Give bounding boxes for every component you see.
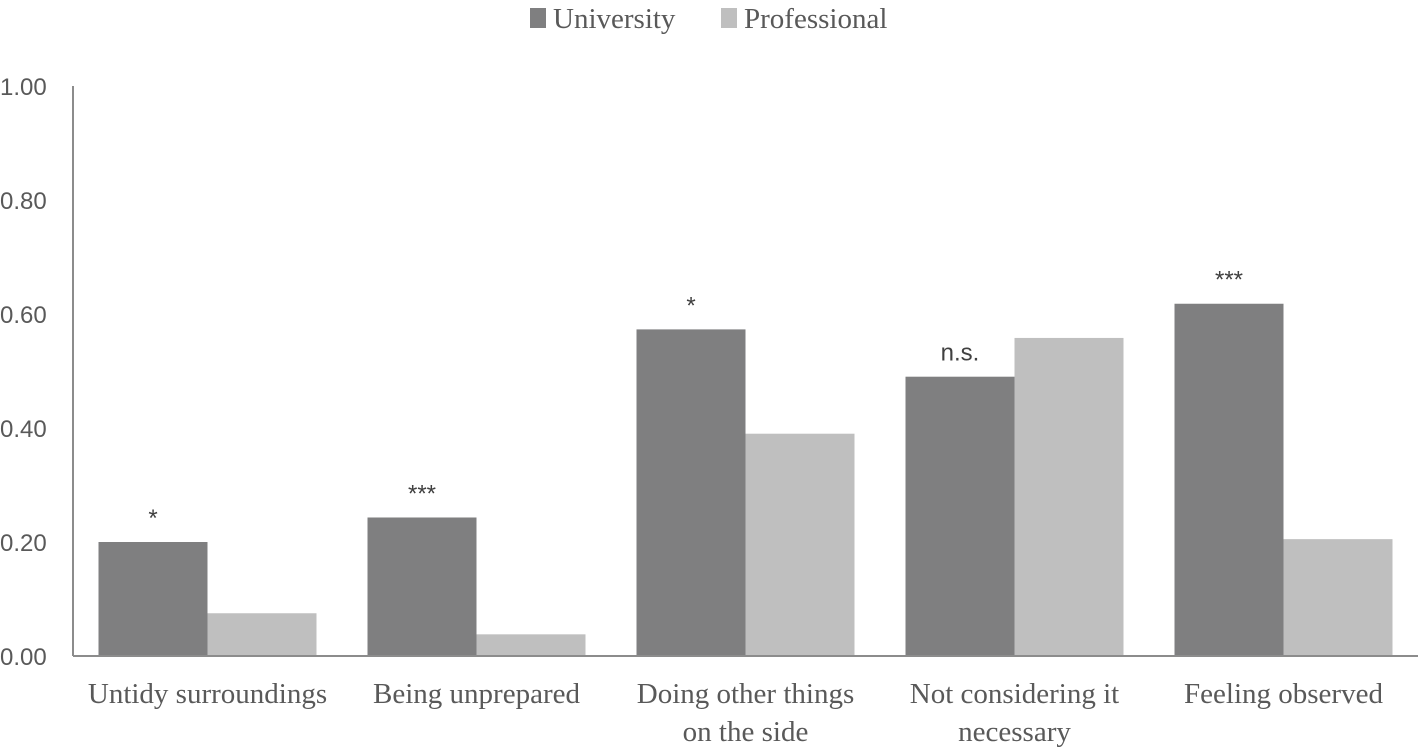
- x-category-label-1: Untidy surroundings: [88, 678, 327, 710]
- significance-label-3: *: [686, 292, 695, 319]
- x-category-label-4: necessary: [958, 716, 1071, 748]
- legend-label-2: Professional: [744, 3, 887, 35]
- significance-label-2: ***: [408, 480, 436, 507]
- x-category-label-3: Doing other things: [637, 678, 855, 710]
- bar-professional-1: [207, 613, 317, 656]
- bar-university-4: [905, 376, 1015, 656]
- significance-label-1: *: [148, 505, 157, 532]
- bar-professional-5: [1283, 539, 1393, 656]
- legend-swatch-1: [530, 8, 546, 28]
- bar-professional-3: [745, 433, 855, 656]
- legend-label-1: University: [553, 3, 676, 35]
- bar-university-5: [1174, 303, 1284, 656]
- bar-university-1: [98, 542, 208, 656]
- significance-label-5: ***: [1215, 267, 1243, 294]
- significance-label-4: n.s.: [941, 340, 980, 367]
- x-category-label-2: Being unprepared: [373, 678, 580, 710]
- y-tick-label: 0.80: [0, 188, 47, 215]
- bar-university-2: [367, 517, 477, 656]
- y-tick-label: 0.60: [0, 302, 47, 329]
- bar-professional-2: [476, 634, 586, 656]
- x-category-label-5: Feeling observed: [1184, 678, 1383, 710]
- y-tick-label: 0.20: [0, 530, 47, 557]
- legend-swatch-2: [721, 8, 737, 28]
- bar-university-3: [636, 329, 746, 656]
- y-tick-label: 0.40: [0, 416, 47, 443]
- y-tick-label: 0.00: [0, 644, 47, 671]
- x-category-label-3: on the side: [683, 716, 809, 748]
- bar-professional-4: [1014, 337, 1124, 656]
- x-category-label-4: Not considering it: [910, 678, 1119, 710]
- y-tick-label: 1.00: [0, 74, 47, 101]
